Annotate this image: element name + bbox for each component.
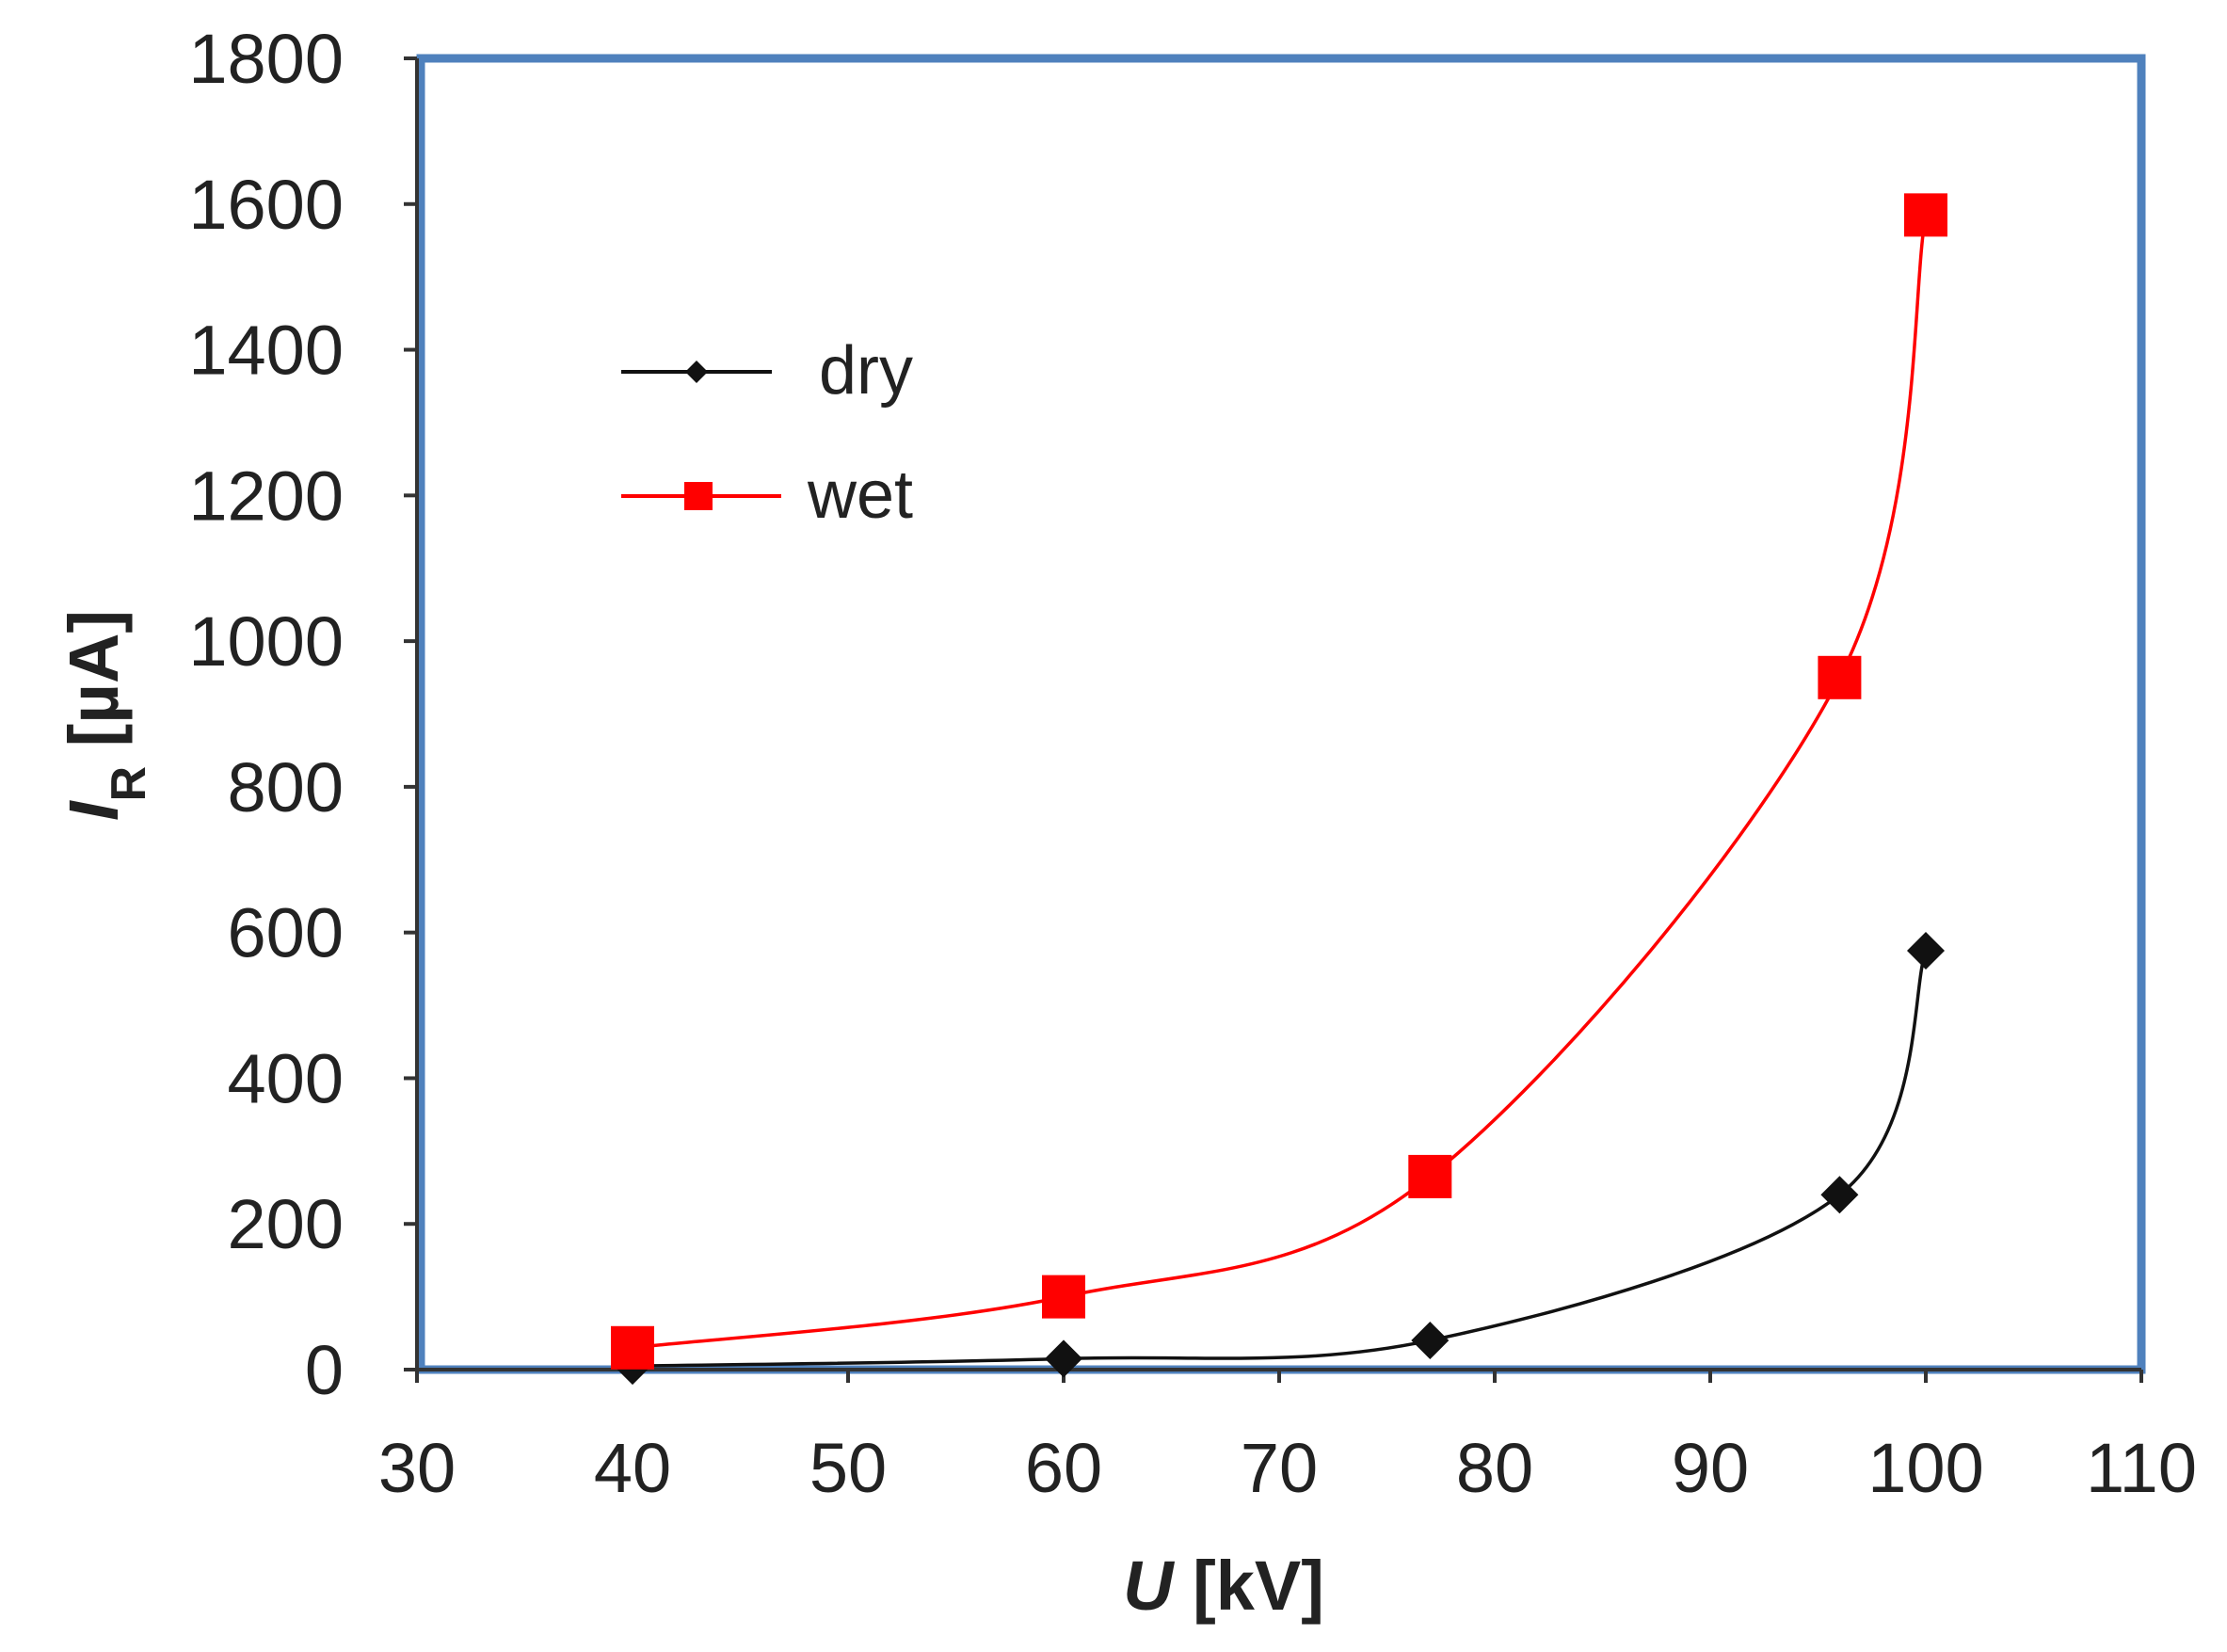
y-tick-label: 1800 [188, 20, 344, 98]
legend-marker-wet [684, 482, 713, 510]
y-tick-label: 1000 [188, 602, 344, 681]
x-tick-label: 90 [1672, 1429, 1749, 1507]
data-point-wet [1042, 1275, 1085, 1319]
y-tick-label: 800 [228, 748, 344, 826]
x-axis-ticks: 30 40 50 60 70 80 90 100 110 [378, 1370, 2197, 1507]
y-tick-label: 0 [305, 1331, 344, 1409]
legend-label-dry: dry [819, 333, 913, 409]
data-point-wet [1408, 1154, 1452, 1198]
y-tick-label: 200 [228, 1185, 344, 1263]
data-point-dry [1045, 1339, 1082, 1378]
y-tick-label: 1400 [188, 312, 344, 390]
x-tick-label: 50 [809, 1429, 887, 1507]
y-axis-ticks: 0 200 400 600 800 1000 1200 1400 1600 1800 [188, 20, 417, 1409]
x-tick-label: 60 [1025, 1429, 1102, 1507]
x-axis-title: U [kV] [1123, 1547, 1324, 1625]
y-axis-title-subscript: R [102, 766, 156, 802]
y-axis-title-symbol: I [55, 800, 133, 821]
series-layer [611, 193, 1947, 1386]
legend-label-wet: wet [807, 457, 913, 533]
x-tick-label: 80 [1456, 1429, 1533, 1507]
y-axis-title: IR [µA] [55, 610, 156, 821]
legend-marker-dry [685, 361, 708, 383]
x-axis-title-unit: [kV] [1174, 1547, 1324, 1625]
x-axis-title-symbol: U [1123, 1547, 1175, 1625]
series-line-wet [632, 215, 1928, 1350]
data-point-dry [1907, 932, 1945, 970]
y-tick-label: 1600 [188, 166, 344, 244]
data-point-dry [1820, 1176, 1859, 1214]
x-tick-label: 40 [594, 1429, 671, 1507]
data-point-dry [1411, 1322, 1450, 1360]
data-point-wet [611, 1325, 654, 1370]
x-tick-label: 100 [1867, 1429, 1983, 1507]
x-tick-label: 30 [378, 1429, 456, 1507]
x-tick-label: 110 [2086, 1429, 2197, 1507]
data-point-wet [1818, 655, 1862, 699]
y-tick-label: 1200 [188, 457, 344, 535]
data-point-wet [1904, 193, 1947, 237]
y-tick-label: 400 [228, 1039, 344, 1117]
x-tick-label: 70 [1241, 1429, 1318, 1507]
y-tick-label: 600 [228, 894, 344, 972]
y-axis-title-unit: [µA] [55, 610, 133, 766]
legend: dry wet [621, 333, 913, 533]
